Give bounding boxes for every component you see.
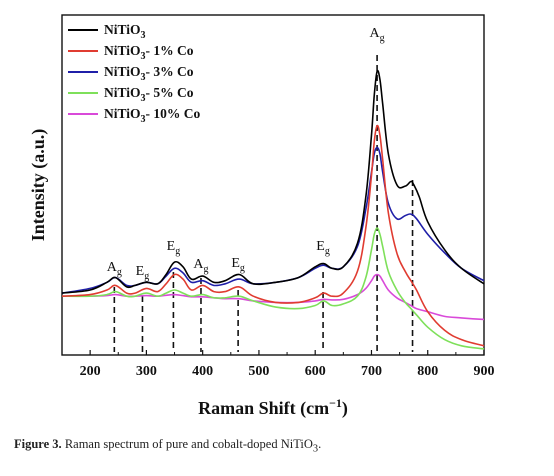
series-line [61,273,485,321]
x-tick-label: 900 [474,364,495,379]
x-tick-label: 400 [192,364,213,379]
peak-marker-layer [113,55,414,352]
legend-label: NiTiO3- 5% Co [104,85,194,104]
peak-label: Ag [193,257,208,275]
x-tick-label: 500 [248,364,269,379]
peak-label: Eg [167,239,181,257]
x-tick-label: 800 [417,364,438,379]
figure-caption: Figure 3. Raman spectrum of pure and cob… [14,437,321,455]
y-axis-title: Intensity (a.u.) [28,129,49,242]
x-axis-title: Raman Shift (cm−1) [198,396,348,419]
x-tick-label: 600 [305,364,326,379]
peak-label: Ag [107,260,122,278]
legend-label: NiTiO3 [104,22,146,41]
series-line [61,124,485,347]
x-tick-label: 200 [80,364,101,379]
peak-label: Eg [316,239,330,257]
x-tick-label: 300 [136,364,157,379]
peak-label-layer: Ag Eg Eg Ag Eg Eg Ag [107,26,385,282]
peak-label: Eg [231,256,245,274]
legend-label: NiTiO3- 3% Co [104,64,194,83]
peak-label: Eg [136,264,150,282]
series-line [61,227,485,350]
legend-label: NiTiO3- 10% Co [104,106,201,125]
caption-text-end: . [318,437,322,451]
caption-label: Figure 3. [14,437,62,451]
plot-frame [61,14,485,356]
legend: NiTiO3 NiTiO3- 1% Co NiTiO3- 3% Co NiTiO3- … [68,22,201,125]
legend-label: NiTiO3- 1% Co [104,43,194,62]
series-line [61,146,485,294]
series-line [61,69,485,294]
x-tick-label: 700 [361,364,382,379]
series-layer [61,69,485,350]
x-tick-layer: 200 300 400 500 600 700 800 900 [61,350,495,379]
peak-label: Ag [370,26,385,44]
caption-subscript: 3 [312,443,319,455]
caption-text: Raman spectrum of pure and cobalt-doped … [61,437,313,451]
